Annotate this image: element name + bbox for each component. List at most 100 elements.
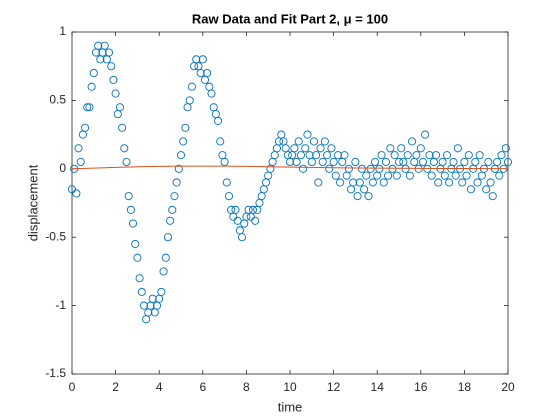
data-point xyxy=(168,205,177,214)
data-point xyxy=(368,178,377,187)
x-axis-label: time xyxy=(278,399,303,414)
data-point xyxy=(133,253,142,262)
data-point xyxy=(432,151,441,160)
data-point xyxy=(471,157,480,167)
data-point xyxy=(170,192,179,201)
data-point xyxy=(94,41,103,50)
data-point xyxy=(488,192,497,201)
data-point xyxy=(503,157,513,167)
data-point xyxy=(327,144,336,153)
data-point xyxy=(214,116,223,125)
data-point xyxy=(349,178,358,187)
data-point xyxy=(118,123,127,132)
data-point xyxy=(364,192,373,201)
data-point xyxy=(438,157,447,167)
data-point xyxy=(220,157,229,167)
data-point xyxy=(375,164,384,173)
data-point xyxy=(81,123,90,132)
y-tick-label: 0.5 xyxy=(49,93,66,107)
data-point xyxy=(384,171,393,180)
data-point xyxy=(251,216,260,225)
data-point xyxy=(85,103,94,112)
data-point xyxy=(296,151,305,160)
data-point xyxy=(381,157,390,167)
data-point xyxy=(176,151,186,160)
data-point xyxy=(166,216,175,225)
data-point xyxy=(464,151,473,160)
data-point xyxy=(357,164,366,173)
x-tick-label: 14 xyxy=(371,380,385,394)
data-point xyxy=(340,151,349,160)
data-point xyxy=(163,233,172,242)
data-point xyxy=(421,130,430,139)
x-tick-label: 18 xyxy=(458,380,472,394)
data-point xyxy=(397,144,406,153)
data-point xyxy=(89,68,98,78)
data-point xyxy=(207,89,216,98)
y-axis-label: displacement xyxy=(25,164,40,241)
data-point xyxy=(292,157,301,167)
data-point xyxy=(131,239,140,249)
data-point xyxy=(290,144,299,153)
data-point xyxy=(493,157,502,167)
data-point xyxy=(370,157,380,167)
data-point xyxy=(198,55,207,64)
data-point xyxy=(451,171,460,180)
y-tick-label: -1.5 xyxy=(45,366,66,380)
data-point xyxy=(224,192,234,201)
data-point xyxy=(484,157,493,167)
data-point xyxy=(172,178,181,187)
data-point xyxy=(137,287,146,296)
data-point xyxy=(185,96,194,105)
data-point xyxy=(475,151,484,160)
data-point xyxy=(425,151,434,160)
data-point xyxy=(329,157,338,167)
data-point xyxy=(299,164,308,173)
data-point xyxy=(216,137,225,146)
data-point xyxy=(159,267,168,276)
x-tick-label: 6 xyxy=(199,380,206,394)
data-point xyxy=(460,157,469,167)
data-point xyxy=(323,151,332,160)
data-point xyxy=(135,274,144,283)
data-point xyxy=(174,164,183,173)
data-point xyxy=(314,178,323,187)
y-tick-label: 0 xyxy=(59,161,66,175)
data-point xyxy=(294,137,303,146)
x-tick-label: 12 xyxy=(327,380,341,394)
data-point xyxy=(466,185,475,194)
data-point xyxy=(392,171,401,180)
y-tick-label: -0.5 xyxy=(45,229,66,243)
data-point xyxy=(379,178,388,187)
data-point xyxy=(196,68,205,78)
data-point xyxy=(486,178,495,187)
data-point xyxy=(111,89,120,98)
data-point xyxy=(449,157,458,167)
data-point xyxy=(161,253,170,262)
fit-line xyxy=(71,165,508,170)
data-point xyxy=(366,164,375,173)
data-point xyxy=(181,123,190,132)
data-point xyxy=(316,144,325,153)
chart-title: Raw Data and Fit Part 2, μ = 100 xyxy=(192,11,388,26)
data-point xyxy=(320,137,329,146)
data-point xyxy=(126,205,135,214)
data-point xyxy=(76,157,85,167)
data-point xyxy=(416,144,425,153)
data-point xyxy=(309,137,319,146)
data-point xyxy=(473,178,482,187)
data-point xyxy=(100,41,109,50)
data-point xyxy=(351,157,360,167)
data-point xyxy=(353,192,362,201)
data-point xyxy=(462,171,471,180)
x-tick-label: 4 xyxy=(156,380,163,394)
data-point xyxy=(418,157,428,167)
data-point xyxy=(495,171,504,180)
data-point xyxy=(482,185,491,194)
data-point xyxy=(124,192,133,201)
data-point xyxy=(83,103,92,112)
data-point xyxy=(408,137,417,146)
data-point xyxy=(303,130,312,139)
data-point xyxy=(128,219,138,228)
data-point xyxy=(122,157,131,167)
